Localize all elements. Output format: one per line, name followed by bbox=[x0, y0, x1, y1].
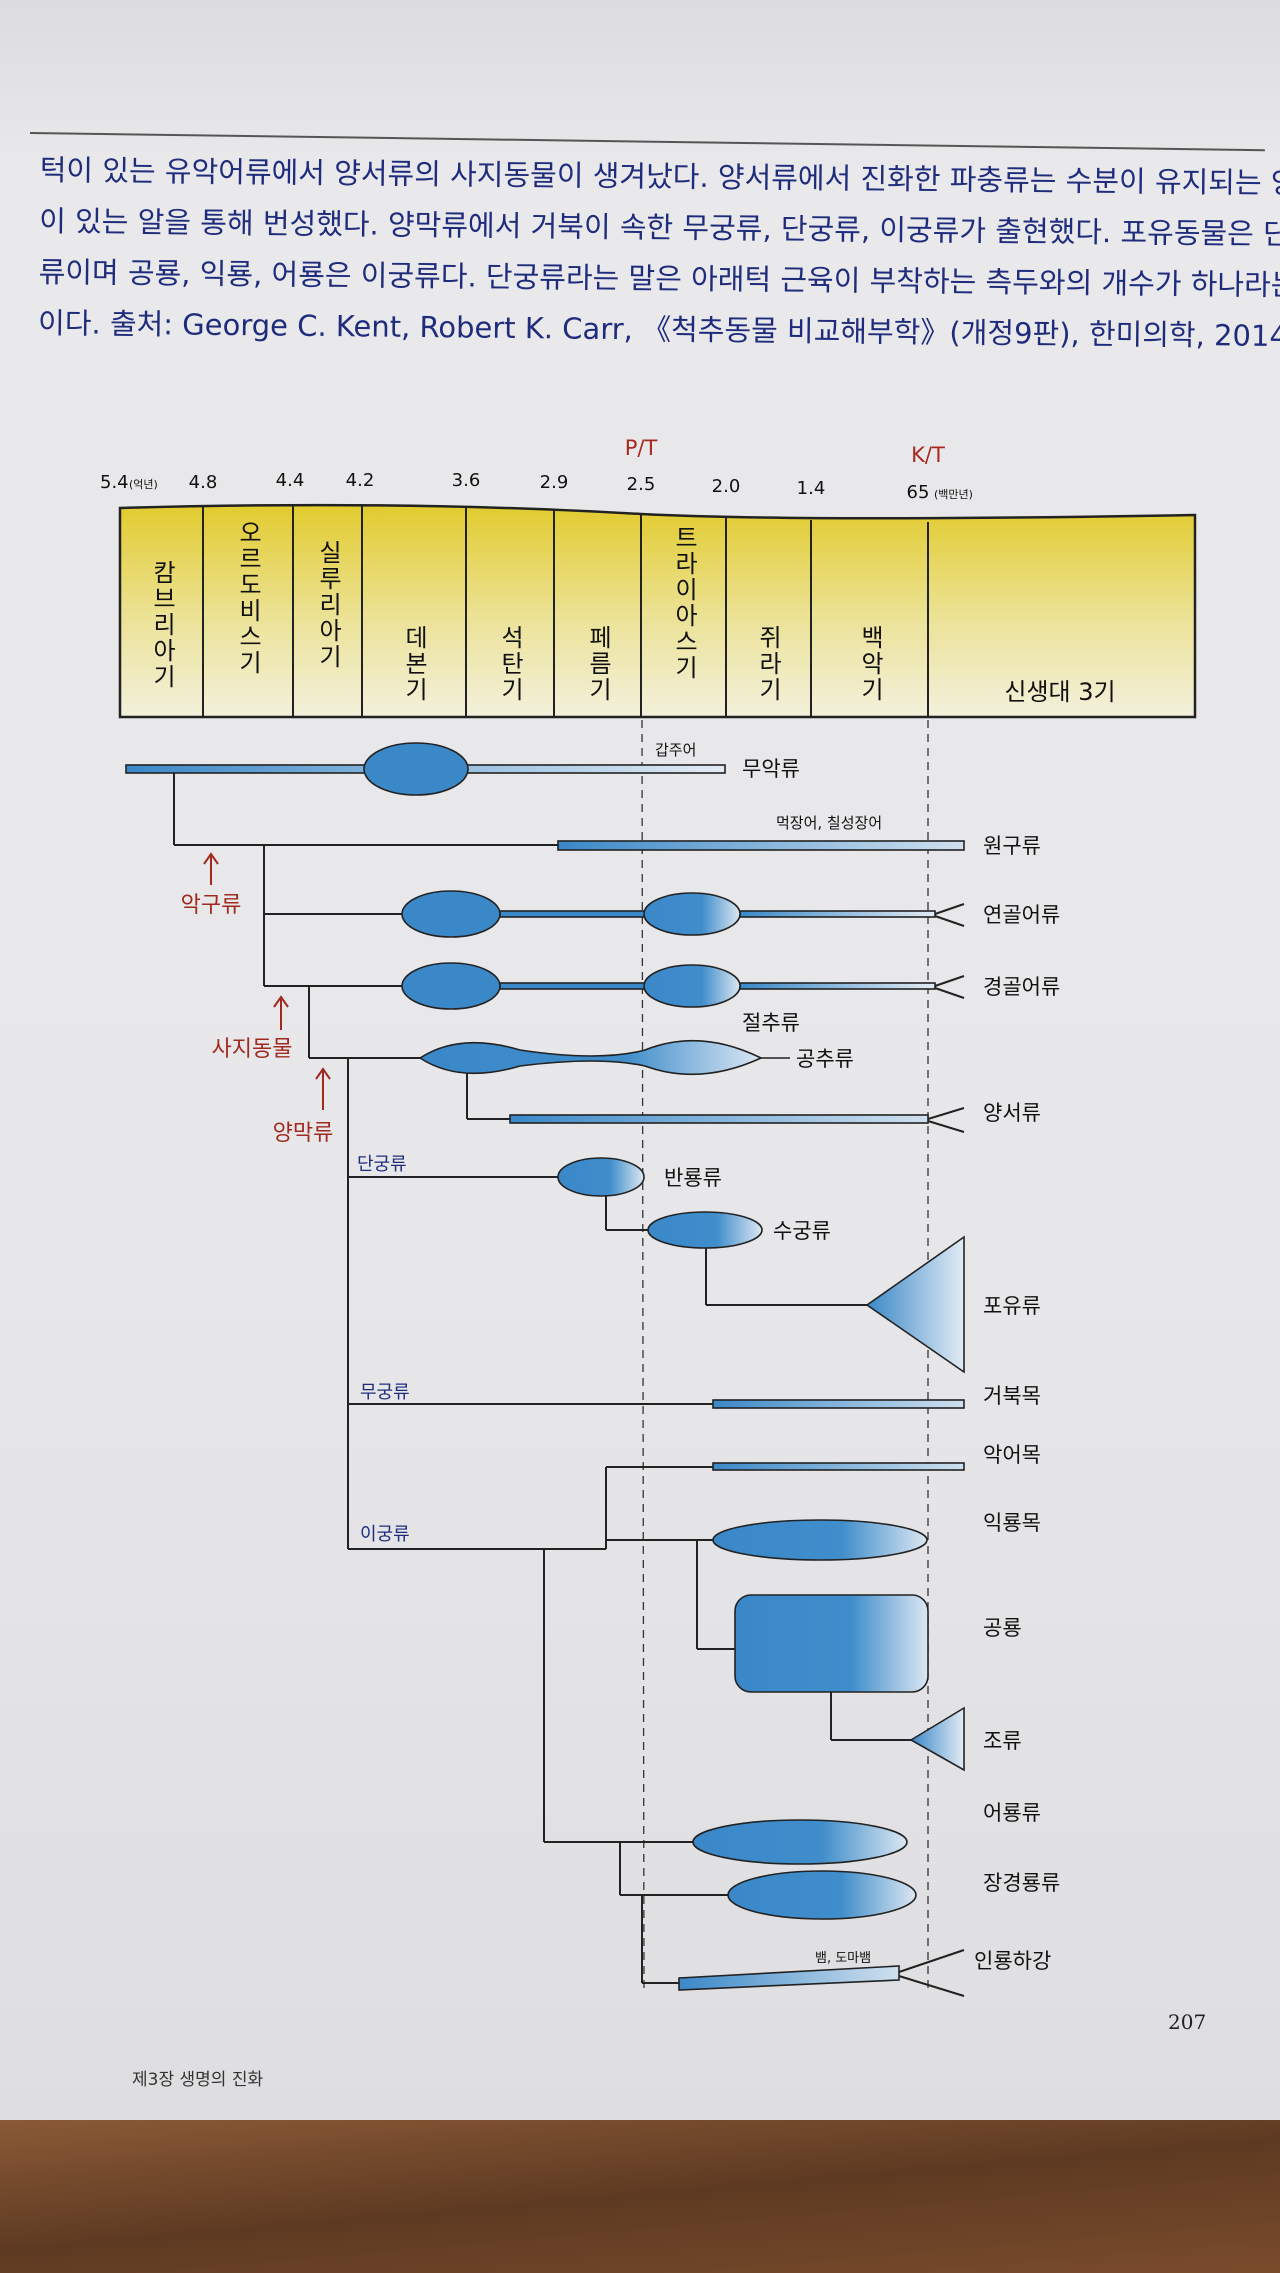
pt-boundary-line bbox=[641, 719, 645, 1991]
event-kt-label: K/T bbox=[911, 443, 945, 467]
label-pterosauria: 익룡목 bbox=[983, 1511, 1041, 1535]
time-ticks: 5.4 (억년) 4.8 4.4 4.2 3.6 2.9 2.5 2.0 1.4… bbox=[100, 470, 973, 503]
book-page bbox=[0, 0, 1280, 2140]
tick-label: 2.9 bbox=[540, 472, 569, 493]
label-crocodilia: 악어목 bbox=[983, 1443, 1041, 1467]
tick-label: 3.6 bbox=[452, 470, 481, 491]
period-jurassic: 쥐라기 bbox=[754, 625, 782, 703]
period-triassic: 트라이아스기 bbox=[670, 525, 698, 681]
label-snake-lizard: 뱀, 도마뱀 bbox=[815, 1951, 871, 1966]
label-cyclostomata: 원구류 bbox=[983, 834, 1041, 858]
period-ordovician: 오르도비스기 bbox=[234, 520, 262, 676]
period-devonian: 데본기 bbox=[400, 625, 428, 703]
period-cretaceous: 백악기 bbox=[856, 625, 884, 703]
tick-label: 4.8 bbox=[189, 472, 218, 493]
label-gnathostomata: 악구류 bbox=[181, 893, 242, 918]
tick-label: 5.4 bbox=[100, 472, 129, 493]
label-squamata: 인룡하강 bbox=[974, 1949, 1051, 1973]
label-amniota: 양막류 bbox=[273, 1121, 334, 1146]
label-ostracoderm: 갑주어 bbox=[655, 741, 696, 759]
tick-label: 4.2 bbox=[346, 470, 375, 491]
label-chondrichthyes: 연골어류 bbox=[983, 903, 1060, 927]
label-pelycosaur: 반룡류 bbox=[664, 1166, 722, 1190]
label-testudines: 거북목 bbox=[983, 1384, 1041, 1408]
period-permian: 페름기 bbox=[584, 625, 612, 703]
tick-label: 65 bbox=[907, 482, 930, 503]
label-therapsid: 수궁류 bbox=[773, 1219, 831, 1243]
wooden-table bbox=[0, 2120, 1280, 2273]
period-silurian: 실루리아기 bbox=[314, 540, 342, 670]
label-agnatha: 무악류 bbox=[742, 757, 800, 781]
label-plesiosauria: 장경룡류 bbox=[983, 1871, 1060, 1895]
tick-label: 2.0 bbox=[712, 476, 741, 497]
label-diapsida: 이궁류 bbox=[360, 1524, 410, 1545]
period-cambrian: 캄브리아기 bbox=[148, 560, 176, 690]
tick-label: 2.5 bbox=[627, 474, 656, 495]
tick-unit: (백만년) bbox=[934, 488, 973, 501]
label-lepospondyli: 공추류 bbox=[796, 1047, 854, 1071]
label-hagfish-lamprey: 먹장어, 칠성장어 bbox=[776, 814, 882, 832]
period-table: 캄브리아기 오르도비스기 실루리아기 데본기 석탄기 페름기 트라이아스기 쥐라… bbox=[118, 503, 1197, 719]
label-rhachitomi: 절추류 bbox=[742, 1011, 800, 1035]
tree-branches bbox=[173, 770, 965, 1997]
page-number: 207 bbox=[1168, 2010, 1207, 2034]
event-pt-label: P/T bbox=[625, 436, 658, 460]
label-dinosauria: 공룡 bbox=[983, 1616, 1022, 1640]
tick-label: 4.4 bbox=[276, 470, 305, 491]
phylogeny-diagram: P/T K/T 5.4 (억년) 4.8 4.4 4.2 3.6 2.9 2.5… bbox=[100, 436, 1197, 1997]
label-amphibia: 양서류 bbox=[983, 1101, 1041, 1125]
tick-label: 1.4 bbox=[797, 478, 826, 499]
label-tetrapoda: 사지동물 bbox=[212, 1037, 293, 1062]
taxon-labels: 갑주어 무악류 먹장어, 칠성장어 원구류 연골어류 경골어류 절추류 공추류 … bbox=[655, 741, 1060, 1973]
label-ichthyosauria: 어룡류 bbox=[983, 1801, 1041, 1825]
label-anapsida: 무궁류 bbox=[360, 1382, 410, 1403]
lineage-shapes bbox=[125, 742, 965, 1991]
label-osteichthyes: 경골어류 bbox=[983, 975, 1060, 999]
chapter-footer: 제3장 생명의 진화 bbox=[132, 2070, 264, 2090]
clade-markers bbox=[203, 852, 331, 1110]
period-tertiary: 신생대 3기 bbox=[1004, 678, 1115, 706]
period-carboniferous: 석탄기 bbox=[496, 625, 524, 703]
label-mammalia: 포유류 bbox=[983, 1294, 1041, 1318]
label-aves: 조류 bbox=[983, 1729, 1022, 1753]
tick-unit: (억년) bbox=[129, 478, 158, 491]
label-synapsida: 단궁류 bbox=[357, 1154, 407, 1175]
